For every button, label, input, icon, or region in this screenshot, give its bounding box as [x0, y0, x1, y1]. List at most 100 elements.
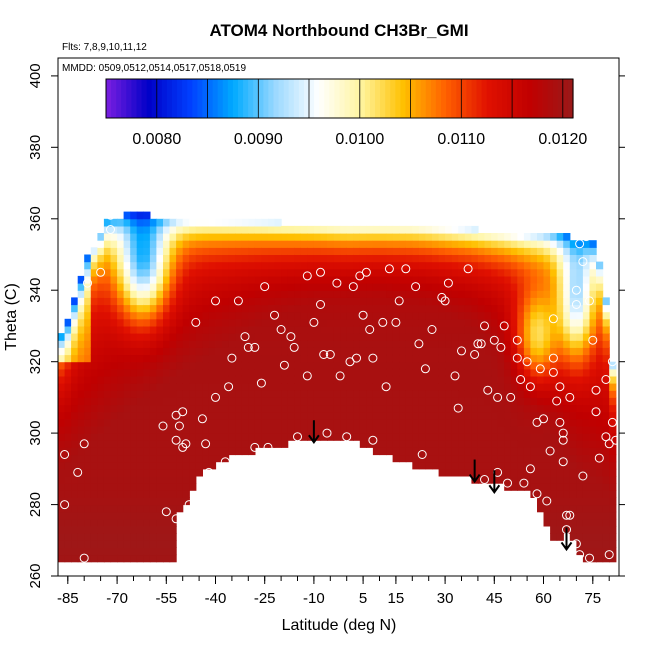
heat-cell — [372, 375, 381, 384]
heat-cell — [156, 490, 164, 498]
heat-cell — [189, 454, 197, 463]
heat-cell — [537, 340, 545, 348]
observation-point — [506, 392, 516, 402]
heat-cell — [123, 290, 131, 298]
heat-cell — [320, 383, 328, 391]
heat-cell — [451, 447, 459, 456]
heat-cell — [458, 433, 466, 441]
heat-cell — [327, 283, 335, 291]
heat-cell — [169, 325, 177, 334]
heat-cell — [58, 540, 66, 548]
heat-cell — [504, 354, 512, 363]
heat-cell — [90, 518, 98, 527]
heat-cell — [432, 268, 440, 277]
heat-cell — [537, 497, 545, 506]
heat-cell — [510, 233, 518, 241]
colorbar-tick-label: 0.0080 — [132, 131, 181, 148]
heat-cell — [103, 404, 112, 413]
heat-cell — [71, 490, 79, 498]
heat-cell — [432, 383, 440, 391]
heat-cell — [517, 440, 525, 448]
heat-cell — [596, 283, 604, 291]
heat-cell — [425, 390, 433, 398]
heat-cell — [372, 397, 381, 406]
heat-cell — [281, 254, 289, 263]
heat-cell — [418, 275, 427, 284]
heat-cell — [491, 297, 499, 306]
heat-cell — [596, 461, 604, 470]
heat-cell — [517, 240, 525, 248]
heat-cell — [359, 333, 367, 341]
heat-cell — [556, 261, 564, 270]
heat-cell — [425, 318, 433, 327]
heat-cell — [550, 454, 558, 463]
heat-cell — [222, 340, 230, 348]
heat-cell — [228, 418, 236, 427]
heat-cell — [294, 411, 302, 420]
heat-cell — [58, 404, 66, 413]
heat-cell — [281, 275, 289, 284]
heat-cell — [156, 368, 164, 377]
heat-cell — [195, 240, 203, 248]
heat-cell — [530, 440, 538, 448]
observation-point — [578, 257, 588, 267]
heat-cell — [189, 275, 197, 284]
heat-cell — [412, 375, 420, 384]
heat-cell — [556, 418, 564, 427]
heat-cell — [327, 275, 335, 284]
heat-cell — [97, 354, 105, 363]
heat-cell — [268, 347, 276, 356]
heat-cell — [103, 547, 112, 556]
heat-cell — [412, 283, 420, 291]
heat-cell — [313, 347, 322, 356]
heat-cell — [241, 397, 249, 406]
heat-cell — [307, 404, 315, 413]
heat-cell — [445, 268, 453, 277]
heat-cell — [300, 333, 308, 341]
heat-cell — [294, 233, 302, 241]
heat-cell — [136, 476, 144, 484]
heat-cell — [556, 504, 564, 513]
heat-cell — [143, 340, 151, 348]
heat-cell — [589, 504, 597, 513]
heat-cell — [438, 240, 446, 248]
observation-point — [571, 300, 581, 309]
heat-cell — [208, 361, 217, 370]
heat-cell — [609, 454, 617, 463]
heat-cell — [176, 275, 184, 284]
heat-cell — [143, 240, 151, 248]
heat-cell — [569, 390, 577, 398]
heat-cell — [563, 375, 571, 384]
observation-point — [171, 514, 181, 524]
heat-cell — [64, 483, 72, 491]
heat-cell — [117, 476, 125, 484]
heat-cell — [477, 297, 486, 306]
heat-cell — [300, 233, 308, 241]
heat-cell — [281, 440, 289, 448]
heat-cell — [399, 233, 407, 241]
heat-cell — [84, 318, 92, 327]
heat-cell — [602, 540, 610, 548]
heat-cell — [71, 304, 79, 313]
heat-cell — [530, 447, 538, 456]
colorbar-swatch — [283, 79, 290, 118]
heat-cell — [425, 404, 433, 413]
heat-cell — [130, 476, 138, 484]
colorbar-swatch — [314, 79, 320, 118]
heat-cell — [143, 547, 151, 556]
heat-cell — [333, 333, 341, 341]
heat-cell — [589, 240, 597, 248]
heat-cell — [471, 283, 479, 291]
heat-cell — [77, 375, 85, 384]
heat-cell — [445, 275, 453, 284]
heat-cell — [379, 240, 387, 248]
heat-cell — [195, 433, 203, 441]
heat-cell — [123, 490, 131, 498]
heat-cell — [556, 440, 564, 448]
heat-cell — [471, 268, 479, 277]
heat-cell — [504, 411, 512, 420]
heat-cell — [163, 447, 171, 456]
heat-cell — [523, 418, 532, 427]
heat-cell — [543, 461, 551, 470]
heat-cell — [97, 404, 105, 413]
